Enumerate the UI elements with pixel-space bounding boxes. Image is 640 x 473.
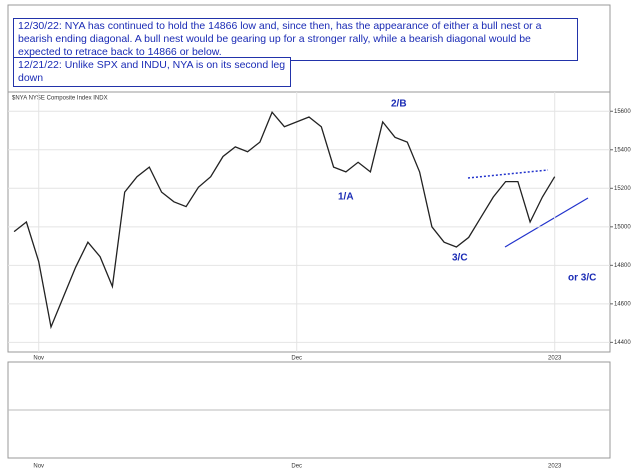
y-tick-label: 15400 xyxy=(614,147,631,153)
price-line xyxy=(13,110,556,330)
note: 12/30/22: NYA has continued to hold the … xyxy=(13,18,578,61)
wave-label: 1/A xyxy=(338,192,354,203)
chart-title: $NYA NYSE Composite Index INDX xyxy=(12,96,108,102)
x-tick-label: Dec xyxy=(291,356,302,362)
x-tick-label: Dec xyxy=(291,464,302,470)
x-tick-label: Nov xyxy=(33,464,44,470)
x-tick-label: 2023 xyxy=(548,464,562,470)
x-tick-label: Nov xyxy=(33,356,44,362)
y-tick-label: 15000 xyxy=(614,224,631,230)
wave-label: 3/C xyxy=(452,253,468,264)
price-panel xyxy=(7,91,611,353)
x-tick-label: 2023 xyxy=(548,356,562,362)
y-tick-label: 14600 xyxy=(614,301,631,307)
note: 12/21/22: Unlike SPX and INDU, NYA is on… xyxy=(13,57,291,87)
y-tick-label: 14800 xyxy=(614,263,631,269)
y-tick-label: 15600 xyxy=(614,109,631,115)
wave-label: or 3/C xyxy=(568,273,596,284)
y-tick-label: 15200 xyxy=(614,186,631,192)
y-tick-label: 14400 xyxy=(614,340,631,346)
lower-trendline xyxy=(504,197,589,248)
upper-trendline xyxy=(467,169,549,179)
wave-label: 2/B xyxy=(391,99,407,110)
